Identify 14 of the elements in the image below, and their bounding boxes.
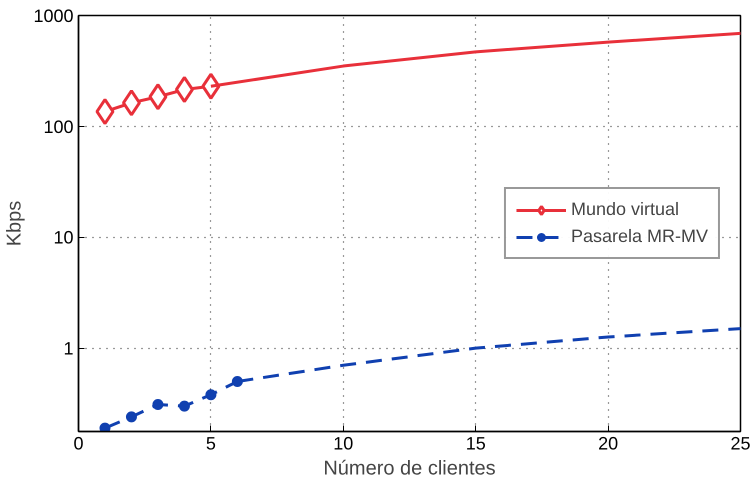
x-axis-title: Número de clientes (323, 458, 496, 480)
legend-label: Mundo virtual (570, 199, 680, 220)
y-tick-label: 10 (53, 228, 74, 248)
x-tick-label: 15 (466, 434, 486, 454)
legend-label: Pasarela MR-MV (570, 226, 708, 247)
x-tick-label: 20 (598, 434, 618, 454)
x-tick-label: 0 (73, 434, 84, 454)
x-tick-label: 10 (333, 434, 354, 454)
y-tick-label: 1000 (33, 6, 74, 26)
x-tick-label: 5 (206, 434, 216, 454)
y-axis-title: Kbps (3, 200, 26, 246)
y-tick-label: 1 (63, 338, 74, 359)
y-tick-label: 100 (43, 116, 74, 137)
x-tick-label: 25 (730, 434, 751, 454)
